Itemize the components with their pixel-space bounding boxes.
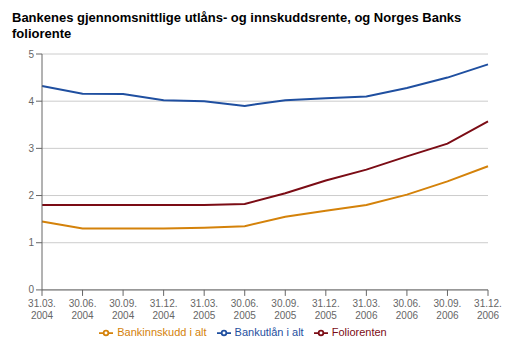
html-text:Foliorenten: Foliorenten: [331, 325, 387, 338]
svg-text:31.03.2006: 31.03.2006: [352, 298, 380, 321]
html-text:Bankinnskudd i alt: Bankinnskudd i alt: [117, 325, 207, 338]
svg-text:30.09.2006: 30.09.2006: [434, 298, 462, 321]
svg-text:31.03.2004: 31.03.2004: [28, 298, 56, 321]
svg-text:0: 0: [28, 284, 34, 295]
svg-text:31.03.2005: 31.03.2005: [190, 298, 218, 321]
svg-text:4: 4: [28, 96, 34, 107]
svg-text:30.06.2004: 30.06.2004: [69, 298, 97, 321]
svg-text:30.06.2006: 30.06.2006: [393, 298, 421, 321]
svg-text:31.12.2006: 31.12.2006: [474, 298, 502, 321]
svg-text:2: 2: [28, 190, 34, 201]
svg-text:31.12.2005: 31.12.2005: [312, 298, 340, 321]
html-text:Bankenes gjennomsnittlige utlå: Bankenes gjennomsnittlige utlåns- og inn…: [12, 10, 462, 41]
svg-text:5: 5: [28, 49, 34, 60]
html-text:Bankutlån i alt: Bankutlån i alt: [234, 325, 304, 338]
svg-text:31.12.2004: 31.12.2004: [150, 298, 178, 321]
svg-text:30.09.2005: 30.09.2005: [271, 298, 299, 321]
svg-text:3: 3: [28, 143, 34, 154]
svg-text:30.09.2004: 30.09.2004: [109, 298, 137, 321]
svg-text:1: 1: [28, 237, 34, 248]
svg-text:30.06.2005: 30.06.2005: [231, 298, 259, 321]
